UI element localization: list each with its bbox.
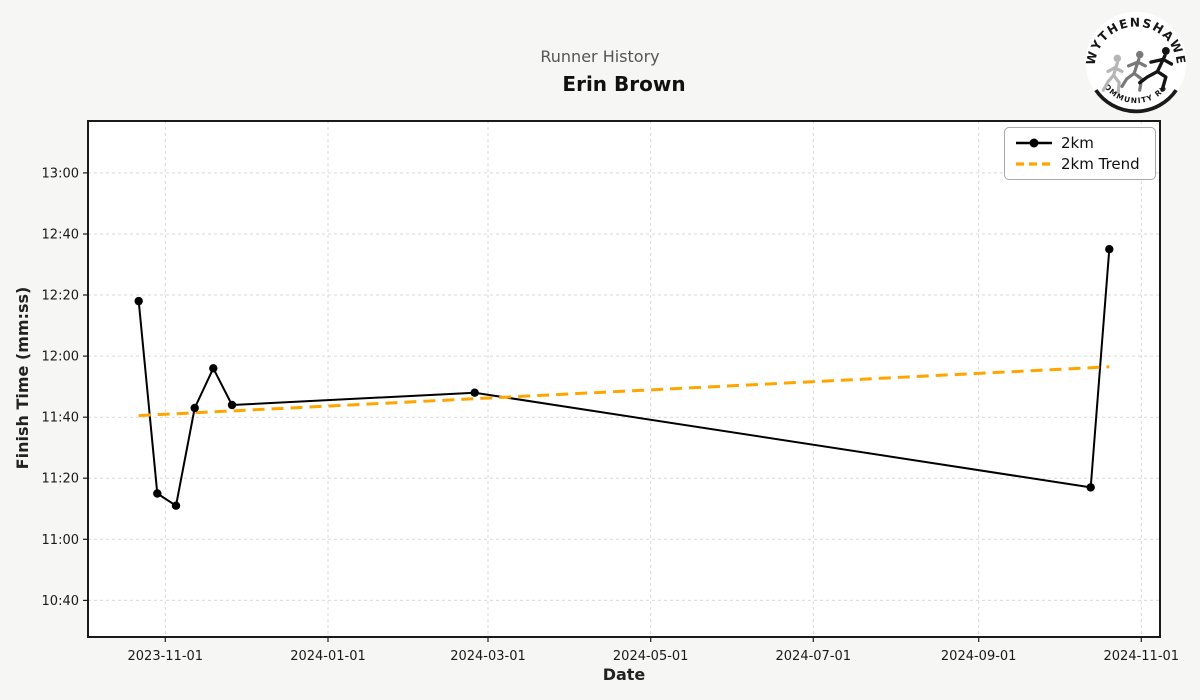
trend-line <box>138 365 1110 418</box>
y-tick-label: 12:40 <box>42 228 79 243</box>
legend-line-marker-sample <box>1016 138 1052 148</box>
y-axis-label: Finish Time (mm:ss) <box>13 286 32 470</box>
x-tick-label: 2023-11-01 <box>128 649 204 664</box>
x-axis-label: Date <box>602 665 646 684</box>
y-tick-label: 11:40 <box>42 411 79 426</box>
y-tick-label: 12:20 <box>42 289 79 304</box>
x-tick-label: 2024-07-01 <box>776 649 852 664</box>
legend-marker-dot <box>1029 138 1039 148</box>
data-point-marker <box>470 388 479 397</box>
plot-border <box>87 120 1161 638</box>
data-point-marker <box>134 296 143 306</box>
y-tick-label: 12:00 <box>42 350 79 365</box>
x-tick-label: 2024-11-01 <box>1104 649 1180 664</box>
runner-icon-walker <box>1101 54 1124 94</box>
data-point-marker <box>1105 245 1114 254</box>
logo-ground-arc <box>1094 89 1178 114</box>
legend-label-2km: 2km <box>1061 134 1094 152</box>
runner-icon-sprinter <box>1138 47 1174 92</box>
chart-subtitle: Runner History <box>540 47 660 66</box>
page-title: Erin Brown <box>562 72 686 96</box>
legend-dashed-sample <box>1016 162 1052 166</box>
legend-entry-trend: 2km Trend <box>1015 155 1145 173</box>
x-tick-label: 2024-01-01 <box>290 649 366 664</box>
data-point-marker <box>190 403 199 413</box>
data-point-marker <box>153 489 162 498</box>
plot-area <box>88 121 1160 637</box>
legend-label-trend: 2km Trend <box>1061 155 1140 173</box>
y-tick-label: 11:20 <box>42 472 79 487</box>
x-tick-label: 2024-09-01 <box>941 649 1017 664</box>
x-tick-label: 2024-03-01 <box>450 649 526 664</box>
legend: 2km 2km Trend <box>1004 127 1156 180</box>
wythenshawe-community-run-logo: WYTHENSHAWE COMMUNITY RUN <box>1080 8 1187 114</box>
y-tick-label: 10:40 <box>42 594 79 609</box>
y-tick-label: 11:00 <box>42 533 79 548</box>
x-tick-label: 2024-05-01 <box>613 649 689 664</box>
data-point-marker <box>227 400 237 410</box>
data-point-marker <box>171 501 181 510</box>
legend-entry-2km: 2km <box>1015 134 1145 152</box>
runner-icon-runner <box>1120 50 1147 92</box>
data-point-marker <box>209 364 218 373</box>
y-tick-label: 13:00 <box>42 166 79 181</box>
data-point-marker <box>1086 483 1095 492</box>
